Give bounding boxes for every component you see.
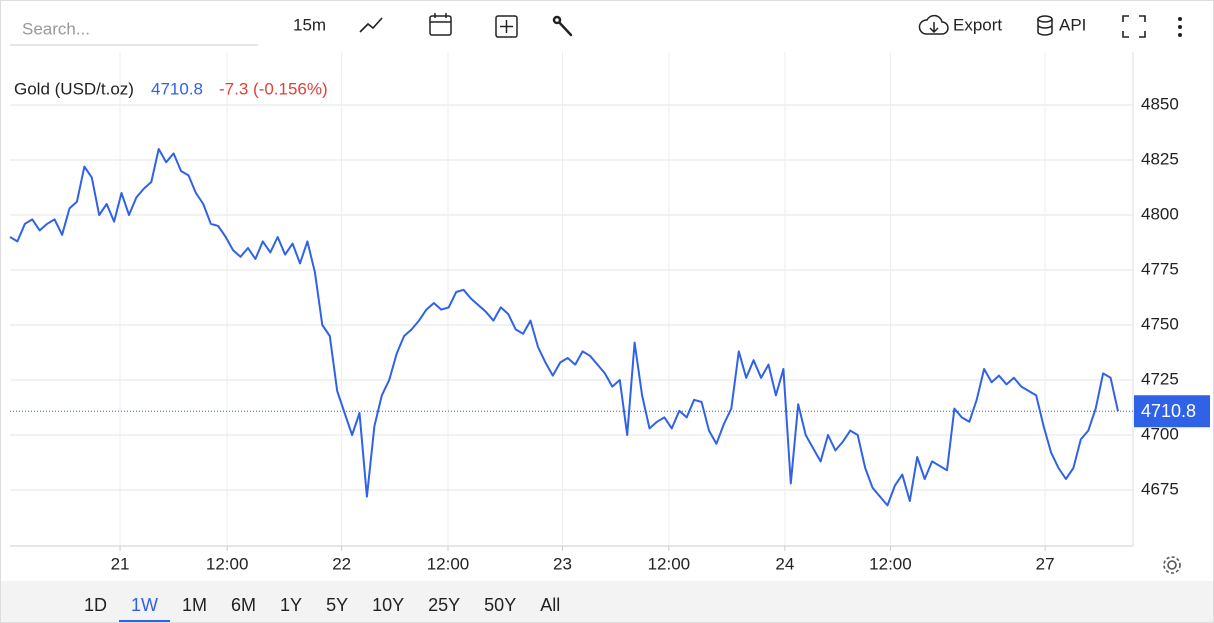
settings-gear-icon[interactable] (1163, 556, 1181, 574)
range-button[interactable]: 5Y (326, 595, 348, 615)
range-button[interactable]: All (540, 595, 560, 615)
range-button[interactable]: 10Y (372, 595, 404, 615)
api-button[interactable]: API (1059, 15, 1086, 34)
price-change: -7.3 (-0.156%) (219, 79, 328, 98)
last-price-label: 4710.8 (1141, 401, 1196, 421)
interval-button[interactable]: 15m (293, 15, 326, 34)
more-menu-icon[interactable] (1178, 17, 1182, 37)
x-tick-label: 21 (111, 554, 130, 573)
y-tick-label: 4675 (1141, 479, 1179, 498)
range-button[interactable]: 25Y (428, 595, 460, 615)
add-indicator-icon[interactable] (495, 15, 518, 38)
y-tick-label: 4775 (1141, 259, 1179, 278)
search-box[interactable]: Search... (22, 19, 90, 38)
export-button[interactable]: Export (953, 15, 1002, 34)
x-tick-label: 12:00 (869, 554, 912, 573)
y-tick-label: 4850 (1141, 94, 1179, 113)
x-tick-label: 12:00 (206, 554, 249, 573)
y-tick-label: 4725 (1141, 369, 1179, 388)
price-line (9, 148, 1119, 507)
range-button[interactable]: 1M (182, 595, 207, 615)
y-tick-label: 4750 (1141, 314, 1179, 333)
settings-wrench-icon[interactable] (552, 15, 573, 37)
x-tick-label: 23 (553, 554, 572, 573)
chart-type-icon[interactable] (359, 17, 383, 33)
fullscreen-icon[interactable] (1122, 15, 1146, 38)
x-tick-label: 24 (775, 554, 794, 573)
calendar-icon[interactable] (429, 13, 452, 36)
range-button[interactable]: 1D (84, 595, 107, 615)
range-button[interactable]: 1W (131, 595, 158, 615)
x-tick-label: 12:00 (427, 554, 470, 573)
instrument-name: Gold (USD/t.oz) (14, 79, 134, 98)
x-tick-label: 22 (332, 554, 351, 573)
last-price-tag (1134, 395, 1210, 428)
y-tick-label: 4800 (1141, 204, 1179, 223)
y-tick-label: 4700 (1141, 424, 1179, 443)
y-tick-label: 4825 (1141, 149, 1179, 168)
api-icon[interactable] (1037, 15, 1053, 36)
range-button[interactable]: 6M (231, 595, 256, 615)
export-icon[interactable] (918, 14, 949, 35)
range-button[interactable]: 50Y (484, 595, 516, 615)
x-tick-label: 27 (1036, 554, 1055, 573)
last-price: 4710.8 (151, 79, 203, 98)
range-bar (1, 581, 1213, 622)
range-button[interactable]: 1Y (280, 595, 302, 615)
x-tick-label: 12:00 (648, 554, 691, 573)
